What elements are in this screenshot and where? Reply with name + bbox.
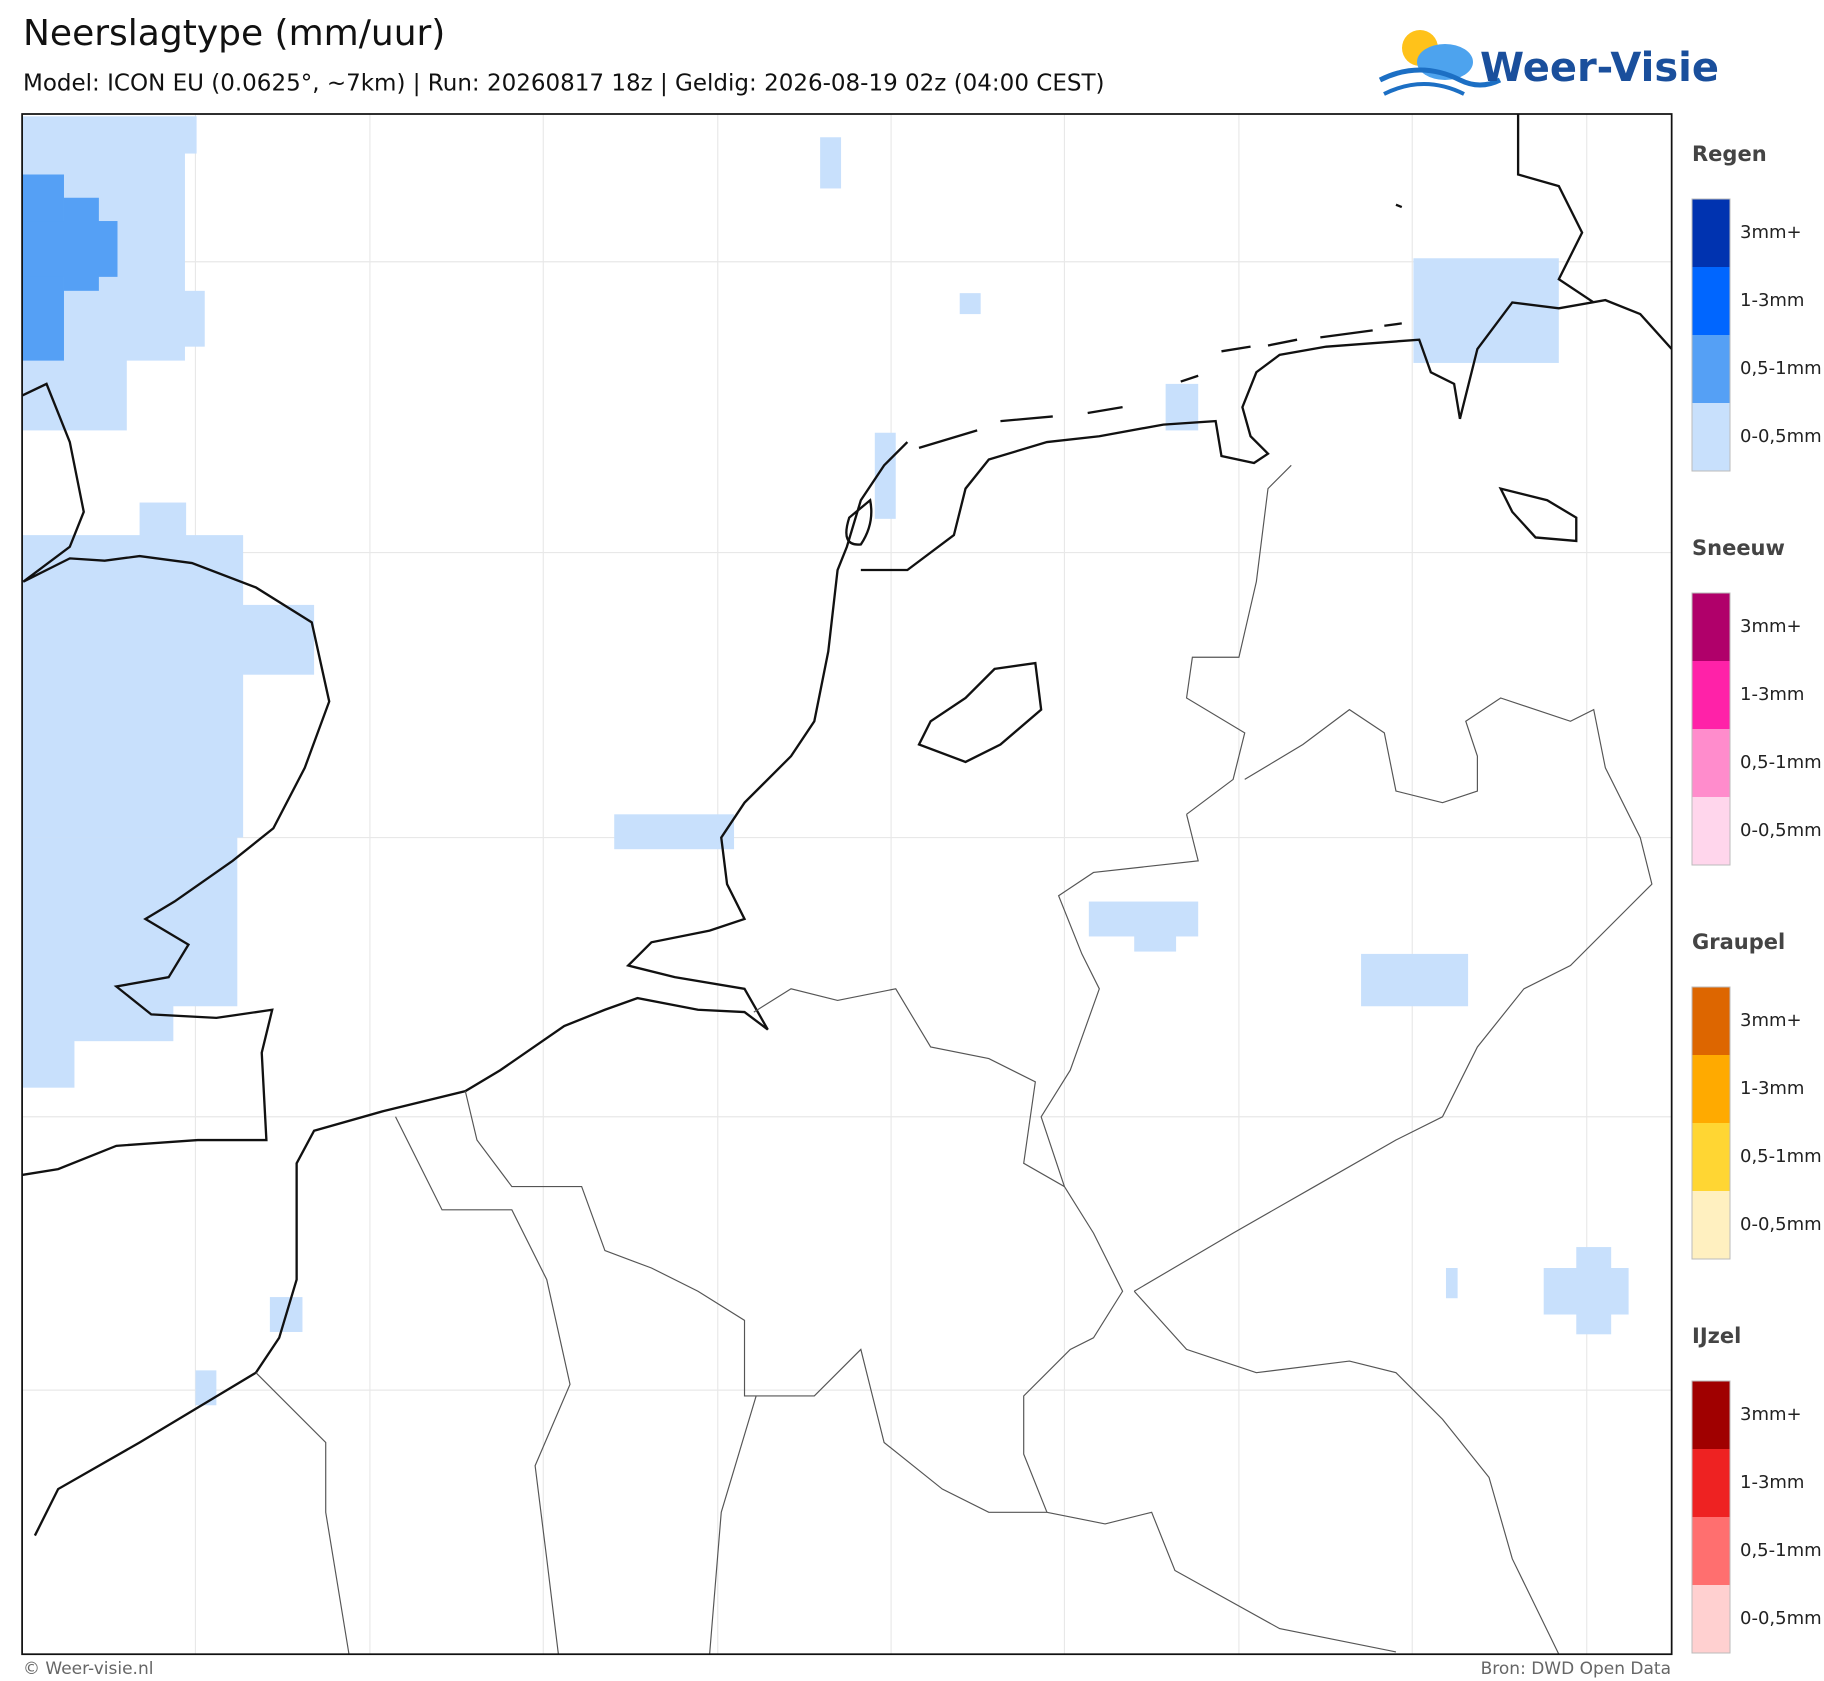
legend-group-title: IJzel (1692, 1324, 1741, 1348)
legend-frame (1691, 198, 1731, 472)
legend-swatch (1692, 267, 1730, 335)
legend-swatch (1692, 797, 1730, 865)
legend-label: 3mm+ (1740, 1404, 1802, 1425)
precipitation (22, 116, 1629, 1406)
subtitle: Model: ICON EU (0.0625°, ~7km) | Run: 20… (23, 71, 1104, 97)
legend-label: 3mm+ (1740, 222, 1802, 243)
legend-label: 1-3mm (1740, 290, 1804, 311)
legend-swatch (1692, 1055, 1730, 1123)
legend-swatch (1692, 661, 1730, 729)
legend-group-title: Regen (1692, 142, 1767, 166)
legend-label: 0,5-1mm (1740, 752, 1822, 773)
precipitation-heavy (22, 174, 118, 361)
legend-label: 0,5-1mm (1740, 1540, 1822, 1561)
borders (255, 464, 1653, 1655)
legend-swatch (1692, 1449, 1730, 1517)
legend-frame (1691, 1380, 1731, 1654)
legend-swatch (1692, 1381, 1730, 1449)
legend-swatch (1692, 1191, 1730, 1259)
legend-label: 0,5-1mm (1740, 1146, 1822, 1167)
legend-label: 0-0,5mm (1740, 1608, 1822, 1629)
legend-swatch (1692, 729, 1730, 797)
legend-swatch (1692, 199, 1730, 267)
legend-group-title: Graupel (1692, 930, 1785, 954)
legend-swatch (1692, 987, 1730, 1055)
title: Neerslagtype (mm/uur) (23, 13, 445, 54)
logo: Weer-Visie (1378, 30, 1719, 96)
legend-label: 1-3mm (1740, 1078, 1804, 1099)
map (21, 113, 1673, 1656)
legend-group-title: Sneeuw (1692, 536, 1785, 560)
legend-label: 3mm+ (1740, 1010, 1802, 1031)
logo-text: Weer-Visie (1480, 45, 1719, 91)
legend-label: 0-0,5mm (1740, 1214, 1822, 1235)
legend-label: 0-0,5mm (1740, 820, 1822, 841)
legend-frame (1691, 986, 1731, 1260)
coastline (21, 114, 1673, 1537)
legend-swatch (1692, 1585, 1730, 1653)
legend-label: 1-3mm (1740, 1472, 1804, 1493)
legend-frame (1691, 592, 1731, 866)
legend-swatch (1692, 335, 1730, 403)
legend-swatch (1692, 1123, 1730, 1191)
legend-label: 0-0,5mm (1740, 426, 1822, 447)
legend: Regen 3mm+ 1-3mm 0,5-1mm 0-0,5mm Sneeuw 3mm+ 1-… (1691, 142, 1822, 1654)
footer-right: Bron: DWD Open Data (1481, 1659, 1671, 1679)
legend-swatch (1692, 1517, 1730, 1585)
legend-swatch (1692, 403, 1730, 471)
footer-left: © Weer-visie.nl (23, 1659, 153, 1679)
legend-label: 3mm+ (1740, 616, 1802, 637)
legend-label: 0,5-1mm (1740, 358, 1822, 379)
legend-swatch (1692, 593, 1730, 661)
graticule (22, 114, 1672, 1655)
legend-label: 1-3mm (1740, 684, 1804, 705)
